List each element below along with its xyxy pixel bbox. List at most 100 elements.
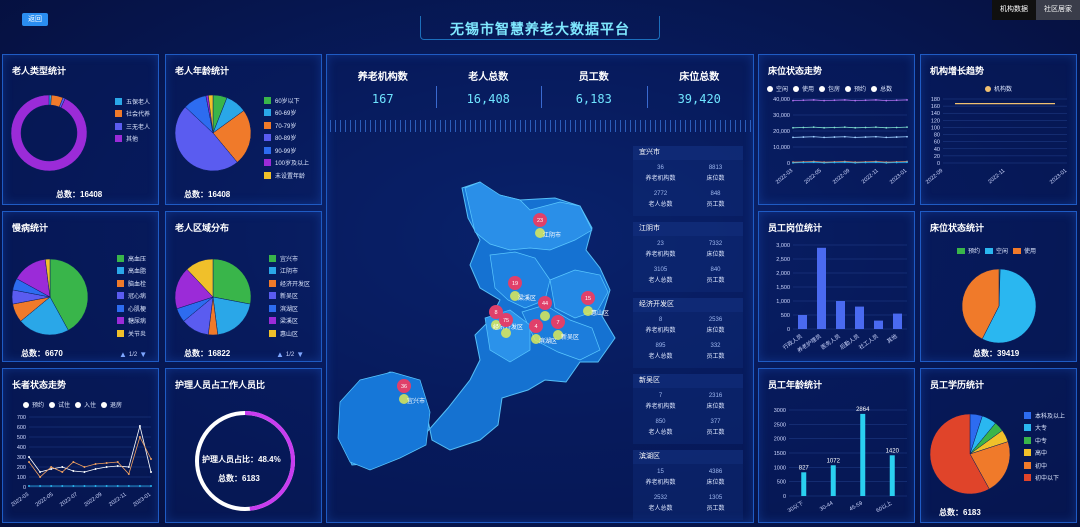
pie-slice[interactable] <box>961 268 1000 340</box>
data-point[interactable] <box>833 161 836 164</box>
data-point[interactable] <box>895 136 898 138</box>
map-marker-icon[interactable] <box>551 315 565 329</box>
data-point[interactable] <box>39 485 42 487</box>
data-point[interactable] <box>72 470 75 472</box>
prev-page-icon[interactable]: ▲ <box>119 350 127 359</box>
legend-item[interactable]: 70-79岁 <box>264 119 309 132</box>
data-point[interactable] <box>105 462 108 464</box>
data-point[interactable] <box>833 99 836 102</box>
legend-item[interactable]: 高血脂 <box>117 265 146 278</box>
map-marker-icon[interactable] <box>581 291 595 305</box>
data-point[interactable] <box>138 485 141 487</box>
data-point[interactable] <box>28 461 30 463</box>
pie-slice[interactable] <box>186 258 214 298</box>
legend-item[interactable]: 预约 <box>845 84 866 93</box>
bar[interactable] <box>817 247 826 329</box>
legend-item[interactable]: 80-89岁 <box>264 132 309 145</box>
region-yixing[interactable] <box>337 371 431 471</box>
data-point[interactable] <box>94 485 97 487</box>
data-point[interactable] <box>823 161 825 164</box>
pie-slice[interactable] <box>20 296 69 336</box>
tab-community[interactable]: 社区居家 <box>1036 0 1080 20</box>
data-point[interactable] <box>812 99 815 101</box>
pie-slice[interactable] <box>212 110 252 163</box>
pie-slice[interactable] <box>929 413 990 495</box>
bar[interactable] <box>798 315 807 329</box>
data-point[interactable] <box>83 466 86 468</box>
pie-slice[interactable] <box>174 106 238 172</box>
legend-item[interactable]: 初中以下 <box>1024 472 1065 485</box>
data-point[interactable] <box>864 161 867 164</box>
map-marker-icon[interactable] <box>538 296 552 310</box>
bar[interactable] <box>801 472 807 496</box>
legend-item[interactable]: 使用 <box>793 84 814 93</box>
data-point[interactable] <box>885 136 888 139</box>
data-point[interactable] <box>105 466 108 468</box>
legend-item[interactable]: 使用 <box>1013 246 1036 255</box>
data-point[interactable] <box>843 135 846 138</box>
legend-item[interactable]: 宜兴市 <box>269 252 310 265</box>
legend-item[interactable]: 未设置年龄 <box>264 169 309 182</box>
legend-item[interactable]: 脑血栓 <box>117 277 146 290</box>
data-point[interactable] <box>150 458 152 460</box>
legend-item[interactable]: 滨湖区 <box>269 302 310 315</box>
data-point[interactable] <box>28 456 30 458</box>
data-point[interactable] <box>854 126 857 129</box>
data-point[interactable] <box>812 161 815 164</box>
map-marker-icon[interactable] <box>533 213 547 227</box>
data-point[interactable] <box>50 468 53 470</box>
legend-item[interactable]: 空闲 <box>767 84 788 93</box>
city-card[interactable]: 滨湖区 15 养老机构数 4386 床位数 2532 老人总数 1305 员工数 <box>633 450 743 520</box>
legend-item[interactable]: 试住 <box>49 400 70 409</box>
data-point[interactable] <box>72 485 75 487</box>
city-card[interactable]: 宜兴市 36 养老机构数 8813 床位数 2772 老人总数 848 员工数 <box>633 146 743 216</box>
legend-item[interactable]: 总数 <box>871 84 892 93</box>
data-point[interactable] <box>39 471 42 473</box>
data-point[interactable] <box>802 136 805 138</box>
legend-item[interactable]: 初中 <box>1024 459 1065 472</box>
legend-item[interactable]: 五保老人 <box>115 95 150 108</box>
data-point[interactable] <box>792 161 794 164</box>
data-point[interactable] <box>802 126 805 129</box>
bar[interactable] <box>874 320 883 329</box>
region-xiwu[interactable] <box>549 269 609 319</box>
data-point[interactable] <box>61 466 64 468</box>
legend-item[interactable]: 空闲 <box>985 246 1008 255</box>
data-point[interactable] <box>833 136 836 138</box>
data-point[interactable] <box>906 99 908 101</box>
data-point[interactable] <box>116 485 119 487</box>
bar[interactable] <box>860 413 866 496</box>
data-point[interactable] <box>906 135 908 138</box>
bar[interactable] <box>855 306 864 329</box>
pie-slice[interactable] <box>207 94 214 134</box>
data-point[interactable] <box>875 126 877 129</box>
legend-item[interactable]: 退房 <box>101 400 122 409</box>
legend-item[interactable]: 心肌梗 <box>117 302 146 315</box>
data-point[interactable] <box>812 135 815 138</box>
legend-item[interactable]: 高血压 <box>117 252 146 265</box>
data-point[interactable] <box>94 468 97 470</box>
data-point[interactable] <box>138 425 141 427</box>
data-point[interactable] <box>150 471 152 473</box>
bar[interactable] <box>836 301 845 329</box>
data-point[interactable] <box>39 476 42 478</box>
pie-slice[interactable] <box>174 268 214 310</box>
back-button[interactable]: 返回 <box>22 13 48 26</box>
legend-item[interactable]: 梁溪区 <box>269 315 310 328</box>
legend-item[interactable]: 江阴市 <box>269 265 310 278</box>
legend-item[interactable]: 经济开发区 <box>269 277 310 290</box>
data-point[interactable] <box>854 99 857 102</box>
data-point[interactable] <box>127 485 130 487</box>
data-point[interactable] <box>812 126 815 129</box>
map-marker-icon[interactable] <box>508 276 522 290</box>
data-point[interactable] <box>833 126 836 129</box>
tab-org-data[interactable]: 机构数据 <box>992 0 1036 20</box>
data-point[interactable] <box>138 436 141 438</box>
data-point[interactable] <box>875 161 877 164</box>
region-jiangyin[interactable] <box>464 181 593 251</box>
data-point[interactable] <box>843 99 846 101</box>
legend-item[interactable]: 预约 <box>957 246 980 255</box>
data-point[interactable] <box>105 485 108 487</box>
legend-item[interactable]: 关节炎 <box>117 327 146 340</box>
data-point[interactable] <box>94 463 97 465</box>
